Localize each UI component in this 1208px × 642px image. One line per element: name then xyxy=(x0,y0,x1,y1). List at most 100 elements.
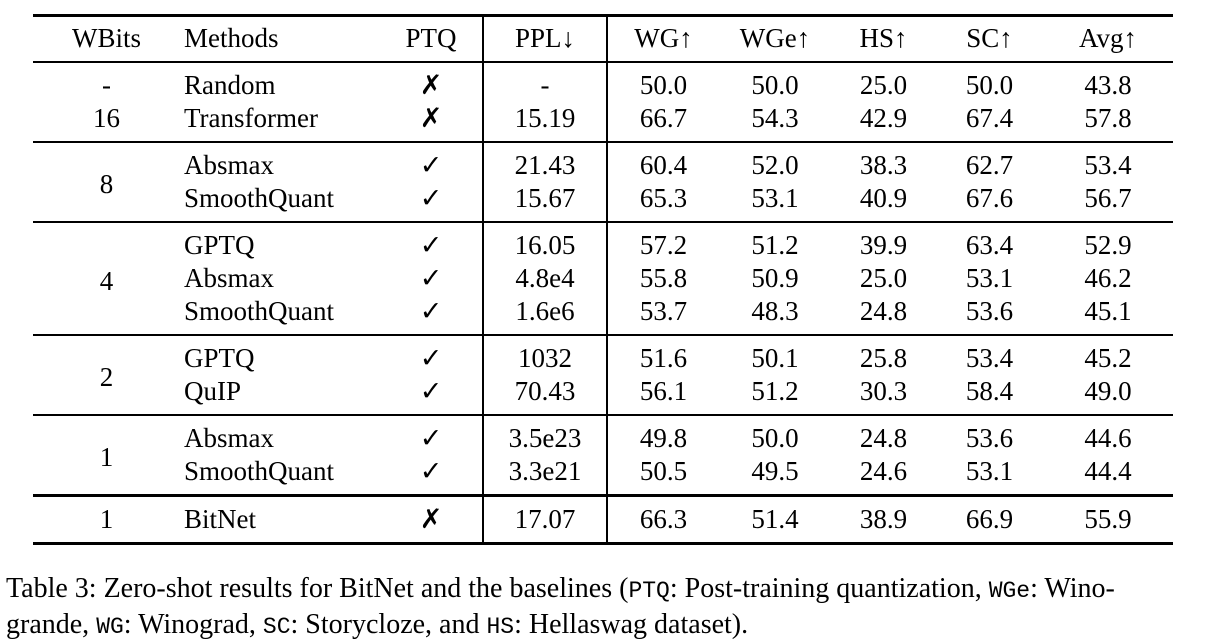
column-header-ptq: PTQ xyxy=(380,15,484,62)
cell-ppl: 16.05 xyxy=(483,221,608,262)
caption-text: : Wino- xyxy=(1030,573,1115,604)
cell-hs: 24.8 xyxy=(859,422,908,453)
caption-line-1: Table 3: Zero-shot results for BitNet an… xyxy=(6,572,1206,608)
cell-avg: 46.2 xyxy=(1084,262,1132,293)
cell-sc: 62.7 xyxy=(965,149,1014,180)
cell-wg: 55.8 xyxy=(639,262,688,293)
table-row: 4 GPTQ ✓ 16.05 57.2 51.2 39.9 63.4 52.9 xyxy=(33,221,1173,296)
cell-methods: BitNet xyxy=(184,503,256,534)
cell-ptq: ✓ xyxy=(380,334,484,375)
cell-wge: 50.0 xyxy=(751,69,799,100)
cell-hs: 39.9 xyxy=(859,229,908,260)
caption-text: Table 3: Zero-shot results for BitNet an… xyxy=(6,573,629,604)
cell-avg: 55.9 xyxy=(1084,503,1132,534)
cell-ppl: 15.19 xyxy=(483,101,608,142)
caption-mono-term: SC xyxy=(262,614,291,640)
cell-avg: 43.8 xyxy=(1084,69,1132,100)
table-row: 8 Absmax ✓ 21.43 60.4 52.0 38.3 62.7 53.4 xyxy=(33,141,1173,199)
cell-ptq: ✓ xyxy=(380,261,484,295)
cell-ppl: 21.43 xyxy=(483,141,608,182)
cell-wg: 66.3 xyxy=(639,503,688,534)
cell-wg: 57.2 xyxy=(639,229,688,260)
cell-hs: 25.8 xyxy=(859,342,908,373)
cell-wg: 66.7 xyxy=(639,102,688,133)
cell-ptq: ✓ xyxy=(380,294,484,335)
cell-ppl: 1.6e6 xyxy=(483,294,608,335)
cell-methods: Transformer xyxy=(184,102,318,133)
wbits-group-1: 1 Absmax ✓ 3.5e23 49.8 50.0 24.8 53.6 44.6 Smooth… xyxy=(33,414,1173,495)
cell-wge: 53.1 xyxy=(751,182,799,213)
cell-methods: Random xyxy=(184,69,276,100)
caption-text: grande, xyxy=(6,609,97,640)
caption-mono-term: WGe xyxy=(988,578,1031,604)
cell-wbits: 16 xyxy=(93,102,120,133)
cell-methods: Absmax xyxy=(184,149,274,180)
column-header-avg: Avg↑ xyxy=(1079,23,1137,54)
column-header-hs: HS↑ xyxy=(859,23,908,54)
cell-wge: 51.4 xyxy=(751,503,799,534)
cell-ppl: 70.43 xyxy=(483,374,608,415)
caption-text: : Winograd, xyxy=(123,609,263,640)
cell-wbits: 4 xyxy=(99,265,114,296)
cell-avg: 56.7 xyxy=(1084,182,1132,213)
table-caption: Table 3: Zero-shot results for BitNet an… xyxy=(6,572,1206,642)
column-header-methods: Methods xyxy=(184,23,279,54)
cell-methods: QuIP xyxy=(184,375,242,406)
table-row: SmoothQuant ✓ 3.3e21 50.5 49.5 24.6 53.1 44.4 xyxy=(33,454,1173,495)
cell-ptq: ✗ xyxy=(380,101,484,142)
cell-avg: 45.2 xyxy=(1084,342,1132,373)
cell-methods: Absmax xyxy=(184,422,274,453)
cell-wge: 49.5 xyxy=(751,455,799,486)
cell-hs: 42.9 xyxy=(859,102,908,133)
cell-wbits: 1 xyxy=(99,442,114,472)
cell-sc: 67.4 xyxy=(965,102,1014,133)
wbits-group-1: 1 BitNet ✗ 17.07 66.3 51.4 38.9 66.9 55.9 xyxy=(33,495,1173,543)
cell-wge: 52.0 xyxy=(751,149,799,180)
cell-wg: 56.1 xyxy=(639,375,688,406)
cell-wbits: - xyxy=(102,69,111,100)
cell-methods: GPTQ xyxy=(184,342,255,373)
caption-text: : Hellaswag dataset). xyxy=(514,609,749,640)
cell-hs: 24.8 xyxy=(859,295,908,326)
table-row: 16 Transformer ✗ 15.19 66.7 54.3 42.9 67.4 57.8 xyxy=(33,101,1173,142)
table-row: - Random ✗ -50.0 50.0 25.0 50.0 43.8 xyxy=(33,61,1173,102)
column-header-wg: WG↑ xyxy=(634,23,693,54)
cell-ppl: 3.3e21 xyxy=(483,454,608,495)
cell-ppl: 4.8e4 xyxy=(483,261,608,295)
cell-avg: 57.8 xyxy=(1084,102,1132,133)
cell-hs: 38.9 xyxy=(859,503,908,534)
cell-sc: 53.1 xyxy=(965,262,1014,293)
cell-methods: SmoothQuant xyxy=(184,182,335,213)
cell-wge: 50.0 xyxy=(751,422,799,453)
table-row: 2 GPTQ ✓ 1032 51.6 50.1 25.8 53.4 45.2 xyxy=(33,334,1173,392)
cell-wbits: 8 xyxy=(99,169,114,199)
cell-sc: 67.6 xyxy=(965,182,1014,213)
caption-mono-term: WG xyxy=(96,614,124,640)
caption-text: : Post-training quantization, xyxy=(669,573,989,604)
table-row: QuIP ✓ 70.43 56.1 51.2 30.3 58.4 49.0 xyxy=(33,374,1173,415)
cell-ptq: ✓ xyxy=(380,374,484,415)
header-row: WBits Methods PTQ PPL↓ WG↑ WGe↑ HS↑ SC↑ Avg↑ xyxy=(33,15,1173,62)
table-row: SmoothQuant ✓ 1.6e6 53.7 48.3 24.8 53.6 45.1 xyxy=(33,294,1173,335)
wbits-group-2: 2 GPTQ ✓ 1032 51.6 50.1 25.8 53.4 45.2 QuIP ✓ 70.43… xyxy=(33,334,1173,415)
cell-wg: 51.6 xyxy=(639,342,688,373)
cell-wg: 60.4 xyxy=(639,149,688,180)
cell-hs: 24.6 xyxy=(859,455,908,486)
column-header-wbits: WBits xyxy=(71,23,141,54)
cell-avg: 52.9 xyxy=(1084,229,1132,260)
cell-wg: 65.3 xyxy=(639,182,688,213)
caption-mono-term: PTQ xyxy=(628,578,670,604)
cell-wbits: 2 xyxy=(99,362,114,392)
cell-ppl: 15.67 xyxy=(483,181,608,222)
column-header-sc: SC↑ xyxy=(966,23,1013,54)
cell-wge: 54.3 xyxy=(751,102,799,133)
column-header-ppl: PPL↓ xyxy=(483,15,608,62)
caption-mono-term: HS xyxy=(486,614,515,640)
cell-wge: 48.3 xyxy=(751,295,799,326)
table-row: Absmax ✓ 4.8e4 55.8 50.9 25.0 53.1 46.2 xyxy=(33,261,1173,295)
cell-sc: 53.4 xyxy=(965,342,1014,373)
cell-avg: 44.4 xyxy=(1084,455,1132,486)
cell-ptq: ✓ xyxy=(380,141,484,182)
table-row: SmoothQuant ✓ 15.67 65.3 53.1 40.9 67.6 56.7 xyxy=(33,181,1173,222)
cell-ptq: ✓ xyxy=(380,454,484,495)
